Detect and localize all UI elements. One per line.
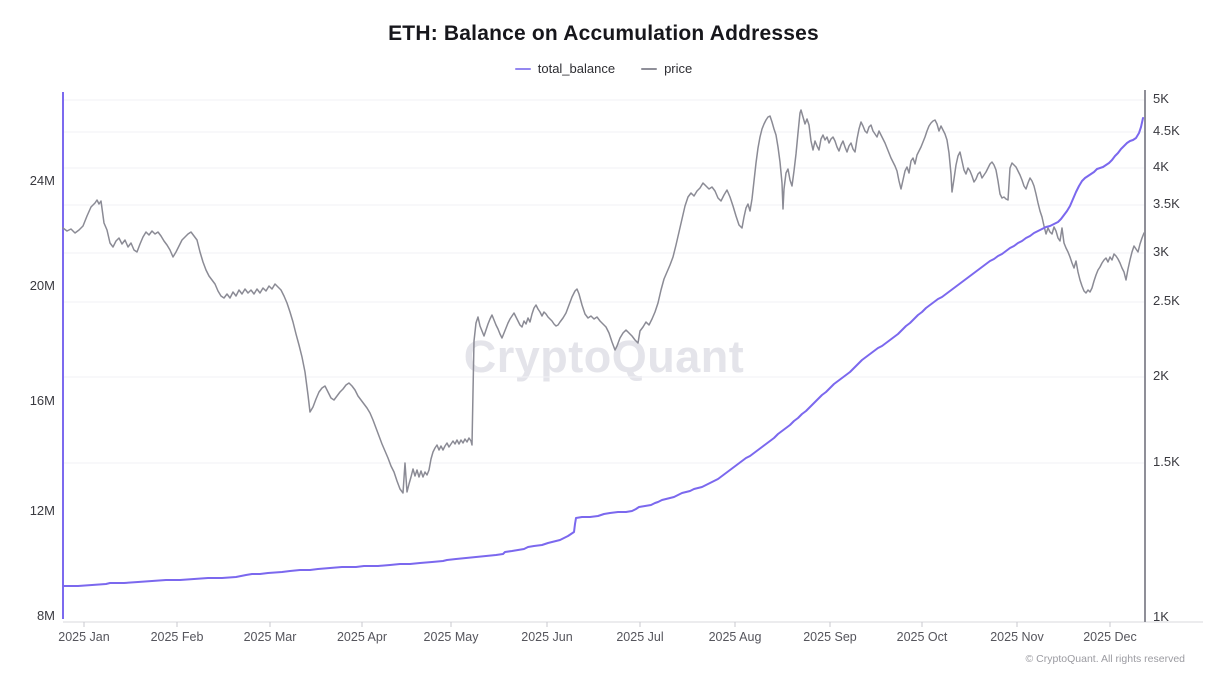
y-axis-label-left: 12M: [29, 503, 55, 518]
x-axis-label: 2025 Oct: [896, 630, 948, 644]
x-axis-label: 2025 Jun: [521, 630, 573, 644]
y-axis-label-right: 1K: [1153, 609, 1169, 624]
y-axis-label-left: 20M: [29, 278, 55, 293]
legend-item-total-balance[interactable]: total_balance: [514, 61, 616, 76]
legend-swatch-price-icon: [641, 67, 658, 70]
y-axis-label-right: 3.5K: [1153, 196, 1180, 211]
y-axis-label-right: 5K: [1153, 91, 1169, 106]
legend-label-price: price: [664, 61, 693, 76]
y-axis-label-right: 4.5K: [1153, 123, 1180, 138]
chart-legend: total_balance price: [0, 61, 1207, 76]
legend-label-total-balance: total_balance: [537, 61, 616, 76]
y-axis-label-right: 2.5K: [1153, 293, 1180, 308]
x-axis-label: 2025 Apr: [336, 630, 388, 644]
x-axis-label: 2025 Sep: [803, 630, 857, 644]
x-axis-label: 2025 Nov: [990, 630, 1044, 644]
y-axis-label-left: 16M: [29, 393, 55, 408]
x-axis-label: 2025 May: [423, 630, 479, 644]
x-axis-label: 2025 Mar: [243, 630, 297, 644]
y-axis-label-right: 2K: [1153, 368, 1169, 383]
x-axis-label: 2025 Jan: [58, 630, 110, 644]
x-axis-label: 2025 Feb: [150, 630, 204, 644]
total-balance-line: [63, 117, 1144, 587]
legend-swatch-total-balance-icon: [514, 67, 531, 70]
y-axis-label-right: 4K: [1153, 159, 1169, 174]
y-axis-label-right: 1.5K: [1153, 454, 1180, 469]
y-axis-label-right: 3K: [1153, 244, 1169, 259]
x-axis-label: 2025 Jul: [616, 630, 664, 644]
x-axis-label: 2025 Aug: [708, 630, 762, 644]
price-line: [62, 109, 1145, 494]
copyright-text: © CryptoQuant. All rights reserved: [1025, 653, 1185, 665]
chart-title: ETH: Balance on Accumulation Addresses: [388, 22, 819, 45]
x-axis-label: 2025 Dec: [1083, 630, 1137, 644]
y-axis-label-left: 8M: [36, 608, 55, 623]
y-axis-label-left: 24M: [29, 173, 55, 188]
legend-item-price[interactable]: price: [641, 61, 692, 76]
